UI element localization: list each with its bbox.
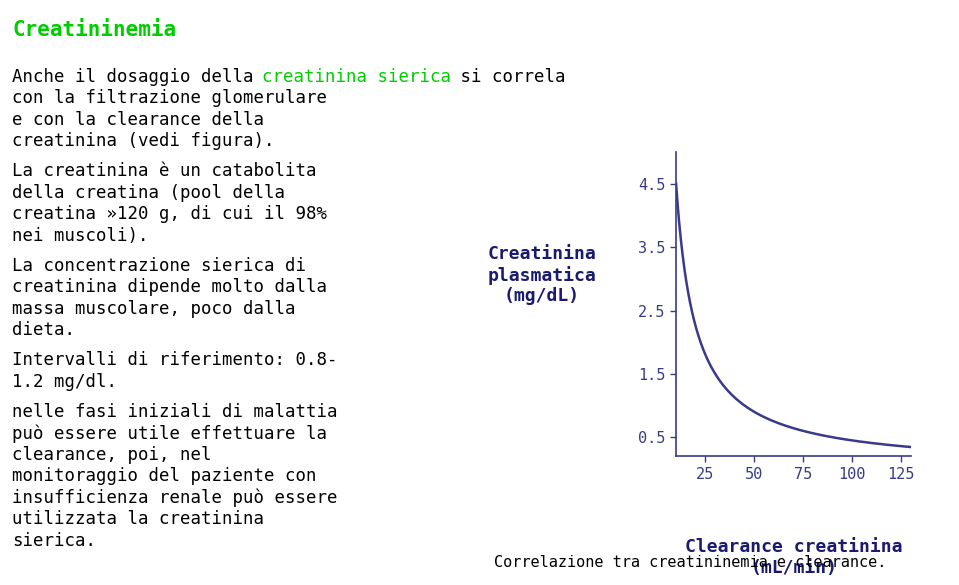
Text: La creatinina è un catabolita: La creatinina è un catabolita (12, 162, 317, 180)
Text: e con la clearance della: e con la clearance della (12, 111, 265, 129)
Text: insufficienza renale può essere: insufficienza renale può essere (12, 488, 338, 507)
Text: dieta.: dieta. (12, 321, 76, 339)
Text: Intervalli di riferimento: 0.8-: Intervalli di riferimento: 0.8- (12, 351, 338, 369)
Text: La concentrazione sierica di: La concentrazione sierica di (12, 257, 307, 275)
Text: creatinina sierica: creatinina sierica (263, 68, 452, 86)
Text: con la filtrazione glomerulare: con la filtrazione glomerulare (12, 90, 327, 108)
Text: si correla: si correla (450, 68, 566, 86)
Text: creatinina dipende molto dalla: creatinina dipende molto dalla (12, 278, 327, 296)
Text: Creatininemia: Creatininemia (12, 20, 176, 40)
Text: utilizzata la creatinina: utilizzata la creatinina (12, 510, 265, 528)
Text: sierica.: sierica. (12, 532, 97, 550)
Text: può essere utile effettuare la: può essere utile effettuare la (12, 424, 327, 443)
Text: clearance, poi, nel: clearance, poi, nel (12, 446, 212, 464)
Text: 1.2 mg/dl.: 1.2 mg/dl. (12, 373, 117, 391)
Text: della creatina (pool della: della creatina (pool della (12, 184, 286, 202)
Text: nelle fasi iniziali di malattia: nelle fasi iniziali di malattia (12, 402, 338, 421)
Text: Creatinina
plasmatica
(mg/dL): Creatinina plasmatica (mg/dL) (487, 245, 596, 305)
Text: nei muscoli).: nei muscoli). (12, 227, 149, 245)
Text: creatina »120 g, di cui il 98%: creatina »120 g, di cui il 98% (12, 205, 327, 223)
Text: massa muscolare, poco dalla: massa muscolare, poco dalla (12, 300, 296, 318)
Text: monitoraggio del paziente con: monitoraggio del paziente con (12, 467, 317, 485)
Text: creatinina (vedi figura).: creatinina (vedi figura). (12, 132, 275, 150)
Text: Anche il dosaggio della: Anche il dosaggio della (12, 68, 265, 86)
Text: Correlazione tra creatininemia e clearance.: Correlazione tra creatininemia e clearan… (494, 555, 887, 570)
Text: Clearance creatinina
(mL/min): Clearance creatinina (mL/min) (686, 538, 902, 577)
